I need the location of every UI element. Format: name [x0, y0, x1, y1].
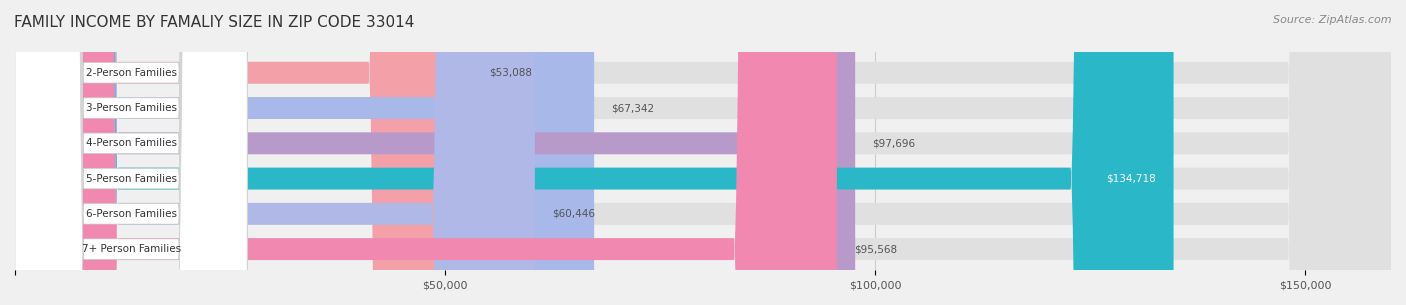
- FancyBboxPatch shape: [15, 0, 247, 305]
- Text: $60,446: $60,446: [553, 209, 595, 219]
- FancyBboxPatch shape: [15, 0, 837, 305]
- Text: $95,568: $95,568: [853, 244, 897, 254]
- Text: 3-Person Families: 3-Person Families: [86, 103, 177, 113]
- FancyBboxPatch shape: [15, 0, 1391, 305]
- FancyBboxPatch shape: [15, 0, 1391, 305]
- Text: FAMILY INCOME BY FAMALIY SIZE IN ZIP CODE 33014: FAMILY INCOME BY FAMALIY SIZE IN ZIP COD…: [14, 15, 415, 30]
- Text: 6-Person Families: 6-Person Families: [86, 209, 177, 219]
- Text: 7+ Person Families: 7+ Person Families: [82, 244, 180, 254]
- Text: 5-Person Families: 5-Person Families: [86, 174, 177, 184]
- Text: $97,696: $97,696: [872, 138, 915, 148]
- FancyBboxPatch shape: [15, 0, 247, 305]
- Text: $53,088: $53,088: [489, 68, 531, 78]
- Text: 2-Person Families: 2-Person Families: [86, 68, 177, 78]
- FancyBboxPatch shape: [15, 0, 1391, 305]
- FancyBboxPatch shape: [15, 0, 247, 305]
- FancyBboxPatch shape: [15, 0, 855, 305]
- Text: 4-Person Families: 4-Person Families: [86, 138, 177, 148]
- FancyBboxPatch shape: [15, 0, 1174, 305]
- Text: $134,718: $134,718: [1107, 174, 1156, 184]
- FancyBboxPatch shape: [15, 0, 595, 305]
- FancyBboxPatch shape: [15, 0, 1391, 305]
- FancyBboxPatch shape: [15, 0, 1391, 305]
- FancyBboxPatch shape: [15, 0, 247, 305]
- Text: $67,342: $67,342: [612, 103, 654, 113]
- FancyBboxPatch shape: [15, 0, 534, 305]
- FancyBboxPatch shape: [15, 0, 247, 305]
- Text: Source: ZipAtlas.com: Source: ZipAtlas.com: [1274, 15, 1392, 25]
- FancyBboxPatch shape: [15, 0, 1391, 305]
- FancyBboxPatch shape: [15, 0, 247, 305]
- FancyBboxPatch shape: [15, 0, 471, 305]
